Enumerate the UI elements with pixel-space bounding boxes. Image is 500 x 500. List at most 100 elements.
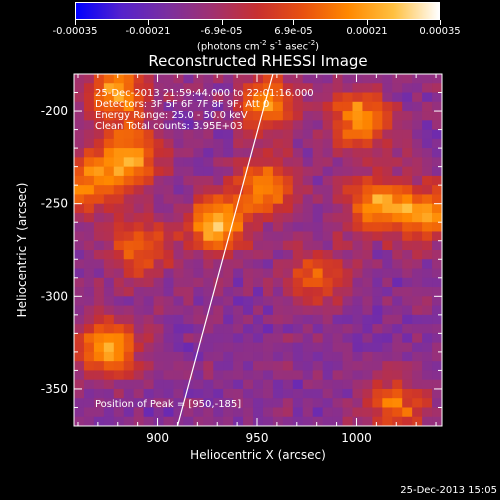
heatmap-cell [143,148,154,158]
heatmap-cell [103,342,115,353]
heatmap-cell [153,240,164,251]
heatmap-cell [292,148,304,158]
heatmap-cell [173,129,184,140]
heatmap-cell [342,407,353,418]
heatmap-cell [382,148,393,158]
heatmap-cell [143,277,154,288]
heatmap-cell [312,351,324,362]
heatmap-cell [93,92,105,103]
heatmap-cell [223,138,234,149]
heatmap-cell [282,157,294,168]
heatmap-cell [183,259,194,269]
heatmap-cell [262,305,274,316]
heatmap-cell [432,398,442,408]
heatmap-cell [312,277,324,288]
heatmap-cell [213,148,224,158]
annotation-energy: Energy Range: 25.0 - 50.0 keV [95,110,248,121]
heatmap-cell [382,314,393,325]
heatmap-cell [93,101,105,112]
heatmap-cell [113,129,125,140]
heatmap-cell [312,129,324,140]
heatmap-cell [322,240,333,251]
heatmap-cell [213,83,224,93]
heatmap-cell [342,287,353,297]
heatmap-cell [352,74,363,84]
heatmap-cell [83,83,95,93]
heatmap-cell [123,74,135,84]
heatmap-cell [412,92,423,103]
heatmap-cell [362,287,373,297]
heatmap-cell [163,379,174,390]
heatmap-cell [342,194,353,205]
heatmap-cell [432,175,442,186]
heatmap-cell [352,120,363,130]
heatmap-cell [163,212,174,223]
heatmap-cell [372,370,383,381]
heatmap-cell [272,120,284,130]
heatmap-cell [183,240,194,251]
heatmap-cell [372,342,383,353]
heatmap-cell [133,361,145,371]
heatmap-cell [382,370,393,381]
heatmap-cell [372,203,383,214]
heatmap-cell [133,333,145,344]
heatmap-cell [233,212,244,223]
heatmap-cell [402,111,413,121]
colorbar-units-label: (photons cm-2 s-1 asec-2) [196,39,320,53]
heatmap-cell [173,231,184,242]
heatmap-cell [223,83,234,93]
heatmap-cell [193,416,204,426]
heatmap-cell [103,351,115,362]
heatmap-cell [223,296,234,306]
heatmap-cell [372,250,383,260]
heatmap-cell [183,416,194,426]
heatmap-cell [213,314,224,325]
heatmap-cell [243,407,254,418]
heatmap-cell [203,277,214,288]
heatmap-cell [422,194,433,205]
heatmap-cell [103,185,115,195]
heatmap-cell [113,361,125,371]
heatmap-cell [123,342,135,353]
heatmap-cell [392,379,403,390]
heatmap-cell [392,388,403,399]
heatmap-cell [412,314,423,325]
heatmap-cell [392,194,403,205]
heatmap-cell [402,342,413,353]
heatmap-cell [173,83,184,93]
heatmap-cell [362,379,373,390]
heatmap-cell [432,240,442,251]
heatmap-cell [243,212,254,223]
heatmap-cell [302,138,314,149]
heatmap-cell [93,259,105,269]
heatmap-cell [213,157,224,168]
heatmap-cell [203,416,214,426]
heatmap-cell [422,92,433,103]
heatmap-cell [203,203,214,214]
heatmap-cell [392,240,403,251]
heatmap-cell [203,83,214,93]
heatmap-cell [213,388,224,399]
heatmap-cell [272,342,284,353]
heatmap-cell [93,203,105,214]
heatmap-cell [292,74,304,84]
heatmap-cell [342,138,353,149]
heatmap-cell [223,120,234,130]
heatmap-cell [302,148,314,158]
heatmap-cell [203,250,214,260]
heatmap-cell [253,379,264,390]
heatmap-cell [362,148,373,158]
heatmap-cell [74,74,85,84]
heatmap-cell [193,166,204,177]
heatmap-cell [392,333,403,344]
heatmap-cell [173,148,184,158]
heatmap-cell [233,101,244,112]
heatmap-cell [233,74,244,84]
heatmap-cell [342,333,353,344]
heatmap-cell [203,342,214,353]
heatmap-cell [352,342,363,353]
heatmap-cell [352,379,363,390]
heatmap-cell [103,361,115,371]
heatmap-cell [233,324,244,334]
heatmap-cell [362,259,373,269]
